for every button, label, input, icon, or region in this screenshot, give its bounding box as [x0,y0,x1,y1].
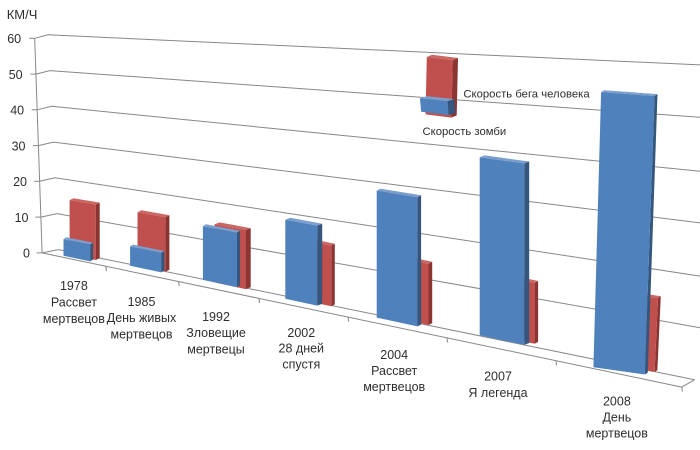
svg-text:мертвецы: мертвецы [187,343,245,357]
svg-text:Скорость зомби: Скорость зомби [423,126,507,138]
svg-text:День живых: День живых [107,311,177,325]
svg-text:мертвецов: мертвецов [363,380,425,394]
svg-text:мертвецов: мертвецов [110,327,172,341]
svg-text:2002: 2002 [287,326,315,340]
svg-text:20: 20 [13,175,27,189]
svg-text:КМ/Ч: КМ/Ч [7,7,38,22]
svg-text:мертвецов: мертвецов [586,426,648,440]
svg-text:Рассвет: Рассвет [51,296,97,310]
svg-text:10: 10 [15,211,29,225]
svg-text:28 дней: 28 дней [279,342,325,356]
svg-text:Рассвет: Рассвет [371,364,417,378]
svg-text:50: 50 [9,68,23,82]
svg-text:спустя: спустя [282,358,320,372]
svg-text:2007: 2007 [484,370,512,384]
svg-text:1992: 1992 [202,310,230,324]
svg-text:0: 0 [23,247,30,261]
svg-text:40: 40 [10,104,24,118]
svg-text:1978: 1978 [60,279,88,293]
svg-text:30: 30 [12,139,26,153]
svg-text:мертвецов: мертвецов [43,312,105,326]
svg-text:1985: 1985 [128,295,156,309]
svg-text:60: 60 [7,32,21,46]
svg-text:2004: 2004 [380,348,408,362]
svg-text:День: День [602,410,631,424]
svg-text:Скорость бега человека: Скорость бега человека [463,88,590,100]
svg-text:Я легенда: Я легенда [468,386,527,400]
svg-text:2008: 2008 [603,394,631,408]
svg-text:Зловещие: Зловещие [186,326,246,340]
